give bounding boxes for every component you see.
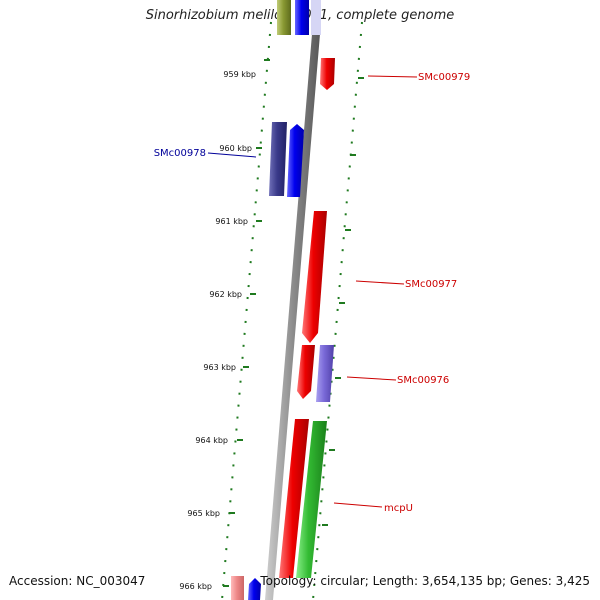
gene-smc00979[interactable]	[320, 58, 335, 90]
gene-smc00977[interactable]	[302, 211, 327, 343]
label-leaders	[207, 75, 418, 508]
gene-label-smc00977[interactable]: SMc00977	[405, 279, 457, 290]
gene-smc00978[interactable]	[269, 122, 287, 196]
track-guide-inner	[221, 21, 272, 600]
genome-backbone	[265, 22, 321, 600]
kbp-label-963: 963 kbp	[203, 363, 236, 372]
gene-label-mcpu[interactable]: mcpU	[384, 503, 413, 514]
track-guide-outer	[312, 21, 363, 600]
gene-smc00978-blue[interactable]	[287, 124, 304, 197]
ruler-ticks	[223, 59, 270, 587]
kbp-label-964: 964 kbp	[195, 436, 228, 445]
gene-label-smc00979[interactable]: SMc00979	[418, 72, 470, 83]
gene-inner-red[interactable]	[279, 419, 309, 578]
accession-text: Accession: NC_003047	[9, 574, 146, 588]
gene-smc00976-purple[interactable]	[316, 345, 334, 402]
kbp-label-962: 962 kbp	[209, 290, 242, 299]
kbp-label-961: 961 kbp	[215, 217, 248, 226]
gene-top-blue[interactable]	[295, 0, 309, 35]
gene-top-lavender[interactable]	[311, 0, 321, 35]
topology-info: Topology: circular; Length: 3,654,135 bp…	[260, 574, 590, 588]
kbp-label-966: 966 kbp	[179, 582, 212, 591]
kbp-label-959: 959 kbp	[223, 70, 256, 79]
gene-bottom-pink[interactable]	[231, 576, 244, 600]
gene-top-olive[interactable]	[277, 0, 291, 35]
gene-mcpu[interactable]	[296, 421, 327, 578]
kbp-label-965: 965 kbp	[187, 509, 220, 518]
kbp-label-960: 960 kbp	[219, 144, 252, 153]
gene-label-smc00976[interactable]: SMc00976	[397, 375, 449, 386]
gene-bottom-blue[interactable]	[248, 578, 261, 600]
gene-label-smc00978[interactable]: SMc00978	[154, 148, 206, 159]
gene-smc00976[interactable]	[297, 345, 315, 399]
outer-ticks	[322, 77, 364, 526]
